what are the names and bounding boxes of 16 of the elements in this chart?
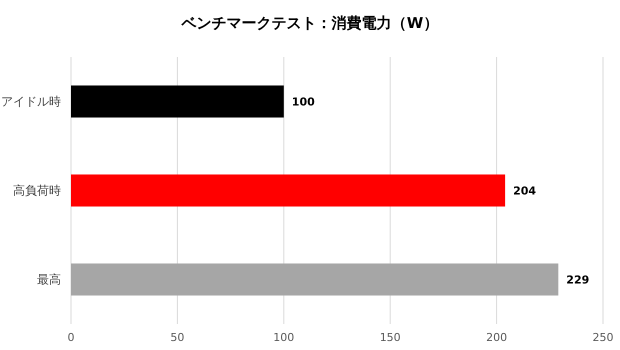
bar (71, 85, 284, 118)
x-tick-label: 150 (380, 331, 401, 344)
x-tick-label: 200 (486, 331, 508, 344)
y-tick-label: 最高 (37, 272, 61, 286)
bar (71, 263, 558, 296)
data-label: 229 (566, 274, 590, 286)
x-tick-label: 50 (170, 331, 184, 344)
bar (71, 174, 506, 207)
data-label: 204 (513, 184, 536, 198)
data-label: 100 (292, 96, 316, 108)
x-tick-label: 100 (273, 331, 294, 344)
chart-title: ベンチマークテスト：消費電力（W） (180, 14, 438, 32)
x-tick-label: 0 (68, 331, 74, 344)
y-tick-label: アイドル時 (1, 94, 61, 108)
y-tick-label: 高負荷時 (13, 184, 61, 198)
x-tick-label: 250 (592, 331, 614, 344)
